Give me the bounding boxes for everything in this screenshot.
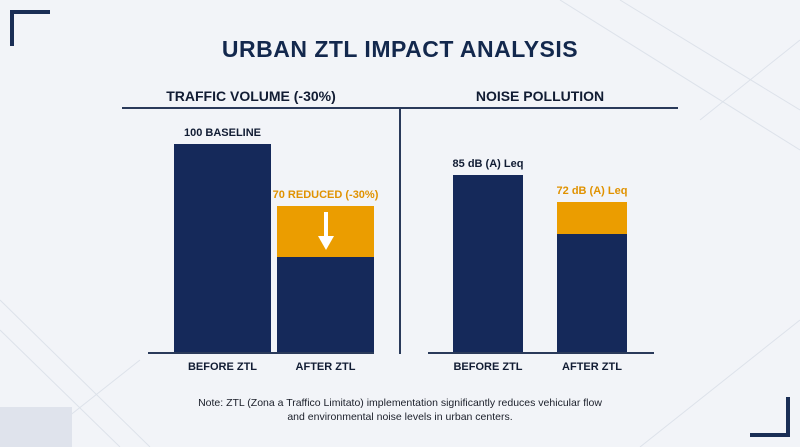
- traffic-title-rule: [122, 107, 400, 109]
- noise-bar-before: [453, 175, 523, 352]
- noise-value-label-before: 85 dB (A) Leq: [452, 158, 524, 171]
- corner-bracket-bottom-right: [786, 397, 790, 437]
- noise-category-label-after: AFTER ZTL: [562, 361, 622, 373]
- traffic-value-label-after: 70 REDUCED (-30%): [272, 189, 379, 202]
- traffic-bar-after: [277, 257, 374, 352]
- panel-divider: [399, 108, 401, 354]
- noise-bar-after-reduction: [557, 202, 627, 235]
- down-arrow-icon: [317, 212, 334, 251]
- decorative-square: [0, 407, 72, 447]
- noise-chart-title: NOISE POLLUTION: [475, 88, 605, 104]
- traffic-value-label-before: 100 BASELINE: [183, 127, 262, 139]
- corner-bracket-bottom-right: [750, 433, 790, 437]
- corner-bracket-top-left: [10, 10, 50, 14]
- noise-title-rule: [400, 107, 678, 109]
- noise-bar-after: [557, 234, 627, 352]
- footnote-line-1: Note: ZTL (Zona a Traffico Limitato) imp…: [198, 397, 602, 409]
- footnote-line-2: and environmental noise levels in urban …: [287, 411, 513, 423]
- traffic-category-label-after: AFTER ZTL: [295, 361, 356, 373]
- traffic-bar-before: [174, 144, 271, 352]
- traffic-chart-title: TRAFFIC VOLUME (-30%): [166, 88, 336, 104]
- noise-category-label-before: BEFORE ZTL: [453, 361, 523, 373]
- noise-baseline: [428, 352, 654, 354]
- corner-bracket-top-left: [10, 10, 14, 46]
- page-title: URBAN ZTL IMPACT ANALYSIS: [221, 36, 579, 62]
- traffic-category-label-before: BEFORE ZTL: [187, 361, 258, 373]
- footnote: Note: ZTL (Zona a Traffico Limitato) imp…: [0, 396, 800, 424]
- traffic-baseline: [148, 352, 374, 354]
- noise-value-label-after: 72 dB (A) Leq: [556, 185, 628, 198]
